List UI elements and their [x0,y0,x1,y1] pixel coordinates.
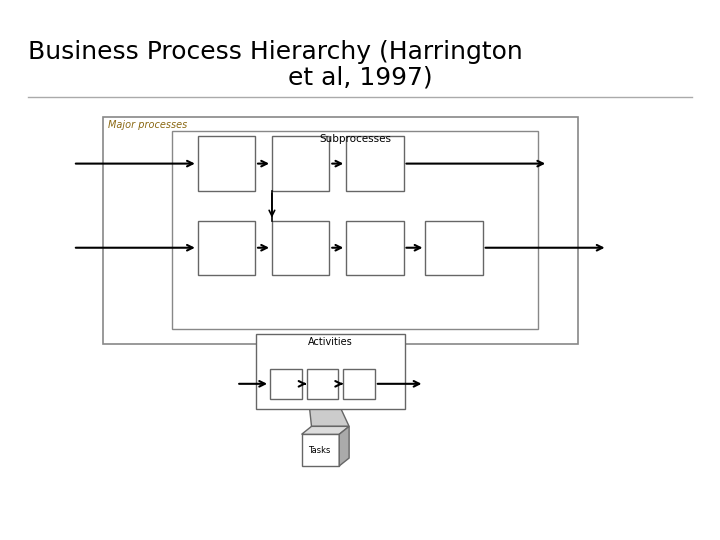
Bar [426,220,482,275]
Text: Activities: Activities [308,338,353,347]
Bar [346,220,403,275]
Bar [272,137,329,191]
Bar [307,369,338,399]
Bar [198,137,255,191]
Polygon shape [302,434,339,466]
Polygon shape [302,427,349,434]
Bar [272,220,329,275]
Polygon shape [339,427,349,466]
Bar [346,137,403,191]
Bar [172,131,538,329]
Bar [343,369,375,399]
Text: et al, 1997): et al, 1997) [288,65,432,89]
Text: Subprocesses: Subprocesses [319,134,391,144]
Text: Major processes: Major processes [107,119,187,130]
Polygon shape [261,275,408,334]
Bar [256,334,405,409]
Bar [198,220,255,275]
Text: Tasks: Tasks [308,446,330,455]
Bar [270,369,302,399]
Bar [103,117,577,344]
Polygon shape [309,399,349,427]
Text: Business Process Hierarchy (Harrington: Business Process Hierarchy (Harrington [29,40,523,64]
